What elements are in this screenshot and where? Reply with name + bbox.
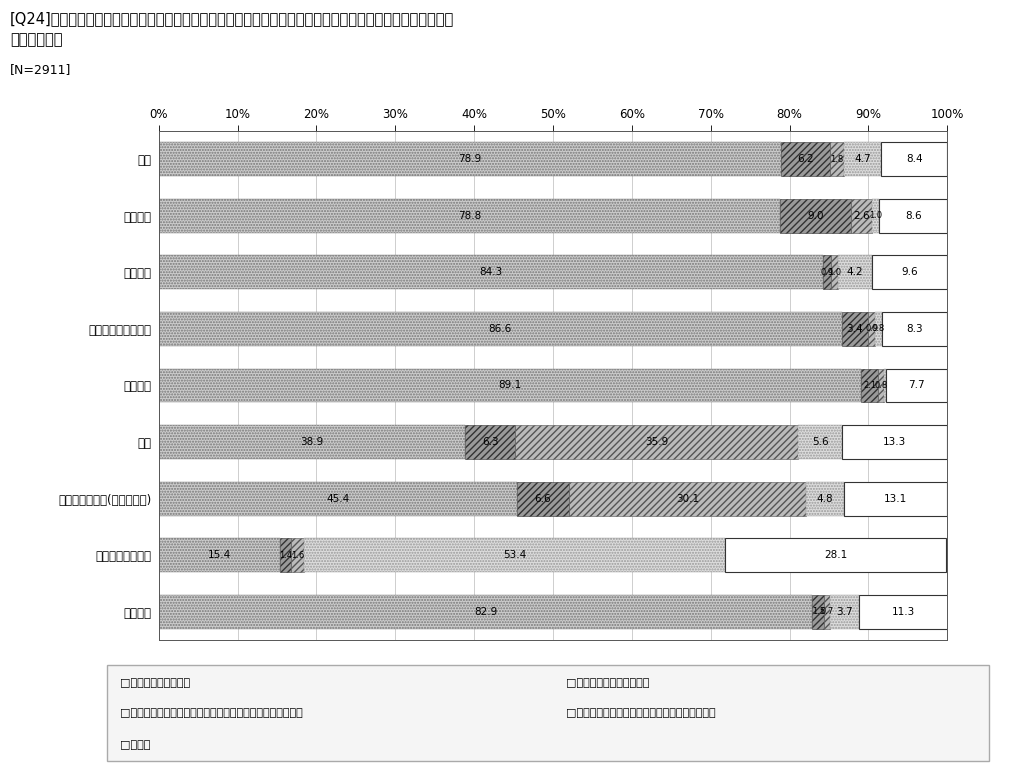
Text: 1.5: 1.5 bbox=[812, 607, 825, 616]
Text: 7.7: 7.7 bbox=[908, 381, 925, 390]
Bar bbox=[159, 255, 823, 289]
Bar bbox=[842, 312, 868, 346]
Text: 28.1: 28.1 bbox=[824, 550, 847, 560]
Bar bbox=[159, 369, 861, 402]
Bar bbox=[844, 482, 947, 516]
Bar bbox=[871, 255, 947, 289]
Text: 1.6: 1.6 bbox=[291, 550, 304, 560]
Text: 89.1: 89.1 bbox=[499, 381, 521, 390]
Bar bbox=[844, 143, 881, 177]
Text: 78.9: 78.9 bbox=[458, 154, 481, 164]
Bar bbox=[159, 312, 842, 346]
Bar bbox=[839, 255, 871, 289]
Bar bbox=[884, 369, 887, 402]
Text: 13.3: 13.3 bbox=[883, 437, 906, 447]
Bar bbox=[725, 538, 946, 572]
Text: 8.4: 8.4 bbox=[906, 154, 923, 164]
Text: 53.4: 53.4 bbox=[503, 550, 526, 560]
Text: 1.0: 1.0 bbox=[869, 211, 882, 221]
Text: 8.6: 8.6 bbox=[905, 211, 922, 221]
Text: でください。: でください。 bbox=[10, 32, 62, 47]
Bar bbox=[868, 312, 876, 346]
Bar bbox=[304, 538, 725, 572]
Text: □貴社では実施していない・受託先はわからない: □貴社では実施していない・受託先はわからない bbox=[565, 709, 716, 718]
Text: 9.0: 9.0 bbox=[807, 211, 823, 221]
Bar bbox=[159, 482, 517, 516]
Text: 2.1: 2.1 bbox=[863, 381, 877, 390]
Text: 11.3: 11.3 bbox=[892, 607, 915, 617]
FancyBboxPatch shape bbox=[106, 665, 989, 761]
Text: 86.6: 86.6 bbox=[488, 324, 512, 334]
Bar bbox=[466, 425, 515, 459]
Text: [Q24]受託管理契約において実施している業務の内容と実施方法について、もっとも一般的なものを一つ選ん: [Q24]受託管理契約において実施している業務の内容と実施方法について、もっとも… bbox=[10, 12, 455, 26]
Bar bbox=[159, 594, 812, 628]
Bar bbox=[515, 425, 798, 459]
Text: 1.8: 1.8 bbox=[830, 155, 844, 164]
Text: 82.9: 82.9 bbox=[474, 607, 498, 617]
Text: 6.2: 6.2 bbox=[797, 154, 814, 164]
Text: 0.8: 0.8 bbox=[874, 381, 888, 390]
Bar bbox=[159, 143, 781, 177]
Text: 4.7: 4.7 bbox=[854, 154, 870, 164]
Text: 1.0: 1.0 bbox=[827, 268, 841, 277]
Text: □貴社にて受託し、再委託: □貴社にて受託し、再委託 bbox=[565, 678, 649, 688]
Bar bbox=[859, 594, 948, 628]
Text: 0.8: 0.8 bbox=[872, 325, 885, 334]
Text: 15.4: 15.4 bbox=[208, 550, 231, 560]
Bar bbox=[798, 425, 843, 459]
Text: 38.9: 38.9 bbox=[300, 437, 324, 447]
Text: □貴社にて受託・実施: □貴社にて受託・実施 bbox=[120, 678, 190, 688]
Text: 2.6: 2.6 bbox=[853, 211, 869, 221]
Text: 0.7: 0.7 bbox=[820, 607, 834, 616]
Text: 3.4: 3.4 bbox=[847, 324, 863, 334]
Bar bbox=[291, 538, 304, 572]
Bar bbox=[812, 594, 824, 628]
Text: 5.6: 5.6 bbox=[812, 437, 828, 447]
Bar bbox=[861, 369, 878, 402]
Text: 6.6: 6.6 bbox=[535, 493, 551, 503]
Text: 4.8: 4.8 bbox=[817, 493, 834, 503]
Text: 8.3: 8.3 bbox=[906, 324, 923, 334]
Bar bbox=[876, 312, 882, 346]
Text: 0.9: 0.9 bbox=[865, 325, 879, 334]
Bar bbox=[159, 538, 281, 572]
Text: □無回答: □無回答 bbox=[120, 740, 151, 750]
Text: 35.9: 35.9 bbox=[645, 437, 669, 447]
Bar bbox=[517, 482, 568, 516]
Bar bbox=[824, 594, 829, 628]
Bar bbox=[829, 143, 844, 177]
Text: [N=2911]: [N=2911] bbox=[10, 63, 72, 76]
Bar bbox=[159, 199, 780, 233]
Bar bbox=[882, 312, 947, 346]
Text: □貴社では受託していないが、グループ企業・提携先が受託: □貴社では受託していないが、グループ企業・提携先が受託 bbox=[120, 709, 303, 718]
Text: 45.4: 45.4 bbox=[326, 493, 349, 503]
Bar bbox=[830, 255, 839, 289]
Text: 84.3: 84.3 bbox=[479, 268, 503, 278]
Text: 3.7: 3.7 bbox=[836, 607, 853, 617]
Text: 30.1: 30.1 bbox=[676, 493, 699, 503]
Bar bbox=[823, 255, 830, 289]
Text: 4.2: 4.2 bbox=[847, 268, 863, 278]
Bar bbox=[780, 199, 851, 233]
Bar bbox=[829, 594, 859, 628]
Text: 6.3: 6.3 bbox=[482, 437, 499, 447]
Bar bbox=[881, 143, 947, 177]
Bar bbox=[568, 482, 806, 516]
Bar bbox=[281, 538, 291, 572]
Text: 78.8: 78.8 bbox=[458, 211, 481, 221]
Bar bbox=[843, 425, 947, 459]
Bar bbox=[159, 425, 466, 459]
Text: 1.4: 1.4 bbox=[280, 550, 292, 560]
Bar bbox=[806, 482, 844, 516]
Bar bbox=[887, 369, 947, 402]
Text: 9.6: 9.6 bbox=[901, 268, 918, 278]
Bar bbox=[851, 199, 871, 233]
Bar bbox=[871, 199, 880, 233]
Text: 0.9: 0.9 bbox=[820, 268, 834, 277]
Bar bbox=[880, 199, 947, 233]
Bar bbox=[878, 369, 884, 402]
Text: 13.1: 13.1 bbox=[884, 493, 907, 503]
Bar bbox=[781, 143, 829, 177]
